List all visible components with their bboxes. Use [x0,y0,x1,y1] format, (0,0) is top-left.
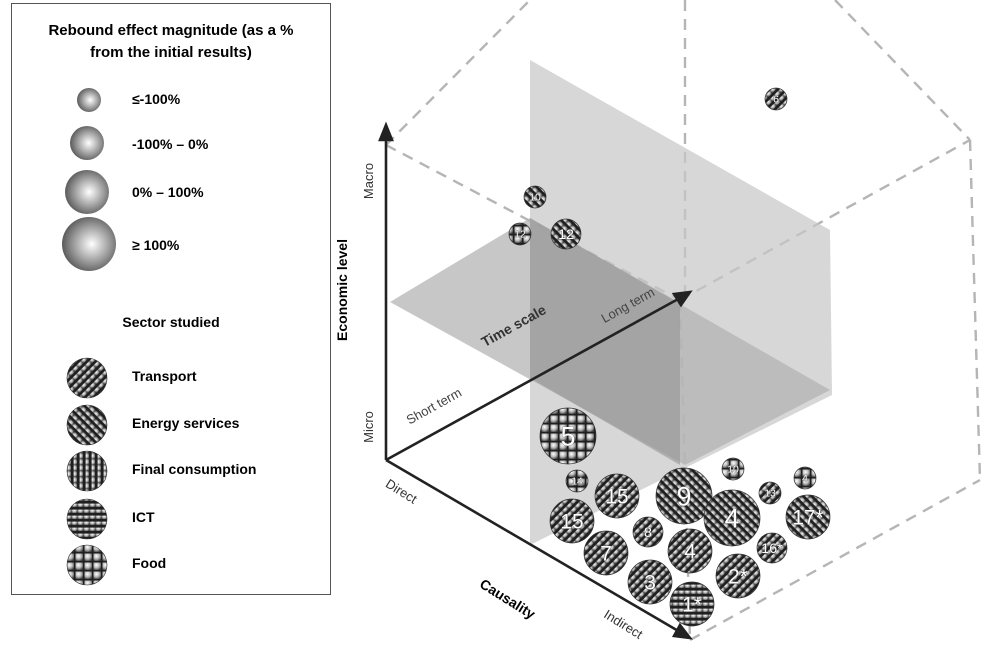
bubble-label: 14 [571,477,583,488]
legend-panel: Rebound effect magnitude (as a % from th… [11,3,331,595]
legend-title: Rebound effect magnitude (as a % from th… [12,20,330,64]
bubble-label: 7 [600,542,612,565]
legend-symbols [62,88,116,586]
bubble-label: 10 [727,465,739,476]
axis-tick-micro: Micro [361,411,376,443]
bubble-9-8: 9 [655,467,713,525]
bubble-label: 6 [773,95,779,106]
legend-magnitude-symbol-1 [77,88,101,112]
bubble-12-2: 12 [508,222,532,246]
bubble-13-17: 13 [758,481,782,505]
bubble-4-10: 4 [703,489,761,547]
bubble-label: 4 [684,540,696,563]
bubble-label: 9 [677,482,692,512]
cube-dashed-edges [385,0,982,642]
legend-title-line1: Rebound effect magnitude (as a % [48,22,294,39]
bubble-12-3: 12 [550,218,582,250]
bubble-7-12: 7 [583,530,629,576]
bubble-label: 5 [561,422,576,452]
main-axes [378,121,693,640]
bubble-10-1: 10 [523,185,547,209]
bubble-label: 15 [560,510,583,533]
bubble-label: 12 [558,227,574,243]
bubbles-layer: 6 10 12 12 5 14 15 15 9 8 4 4 7 3 2* 1* 10 13 4 17* 16* [508,87,831,627]
bubble-8-9: 8 [632,516,664,548]
bubble-label: 2* [728,565,748,588]
bubble-17-star-19: 17* [785,494,831,540]
bubble-3-13: 3 [627,559,673,605]
legend-magnitude-label-3: 0% – 100% [132,184,204,200]
horizontal-plane [390,218,830,465]
bubble-10-16: 10 [721,457,745,481]
bubble-label: 16* [761,541,783,557]
bubble-label: 12 [514,230,526,241]
legend-magnitude-symbol-2 [70,126,104,160]
bubble-label: 10 [529,193,541,204]
legend-sector-label-final-consumption: Final consumption [132,461,257,477]
axis-tick-macro: Macro [361,163,376,199]
bubble-1-star-15: 1* [669,581,715,627]
bubble-6-0: 6 [764,87,788,111]
legend-sector-symbol-horizontal [66,498,108,540]
legend-sector-label-energy: Energy services [132,415,240,431]
bubble-label: 3 [644,571,656,594]
legend-sector-symbol-diag-fwd [66,404,108,446]
bubble-14-5: 14 [565,469,589,493]
axis-tick-direct: Direct [383,476,420,507]
bubble-label: 4 [725,504,740,534]
bubble-2-star-14: 2* [715,553,761,599]
bubble-label: 13 [764,489,776,500]
bubble-15-7: 15 [549,498,595,544]
legend-sector-title: Sector studied [122,314,220,330]
bubble-label: 1* [682,593,702,616]
axis-tick-long-term: Long term [599,284,657,326]
legend-magnitude-symbol-3 [65,170,109,214]
legend-sector-symbol-diag-back [66,357,108,399]
bubble-15-6: 15 [594,473,640,519]
legend-sector-label-ict: ICT [132,509,155,525]
bubble-16-star-20: 16* [756,532,788,564]
plane-overlap [530,218,680,465]
bubble-label: 17* [792,506,823,529]
bubble-4-11: 4 [667,528,713,574]
legend-magnitude-symbol-4 [62,217,116,271]
legend-sector-label-food: Food [132,555,167,571]
legend-magnitude-label-4: ≥ 100% [132,237,180,253]
bubble-4-18: 4 [793,466,817,490]
axis-label-economic-level: Economic level [334,239,350,341]
axis-tick-indirect: Indirect [601,607,645,643]
legend-sector-symbol-vertical [66,450,108,492]
legend-magnitude-label-2: -100% – 0% [132,136,209,152]
bubble-label: 8 [644,525,652,541]
legend-sector-label-transport: Transport [132,368,197,384]
legend-title-line2: from the initial results) [90,44,252,61]
bubble-label: 4 [802,474,808,485]
axis-label-time-scale: Time scale [478,301,548,350]
legend-magnitude-label-1: ≤-100% [132,91,181,107]
axis-label-causality: Causality [477,575,538,622]
axis-tick-short-term: Short term [404,385,464,428]
bubble-5-4: 5 [539,407,597,465]
bubble-label: 15 [605,485,628,508]
legend-sector-symbol-grid [66,544,108,586]
vertical-plane [530,60,832,545]
